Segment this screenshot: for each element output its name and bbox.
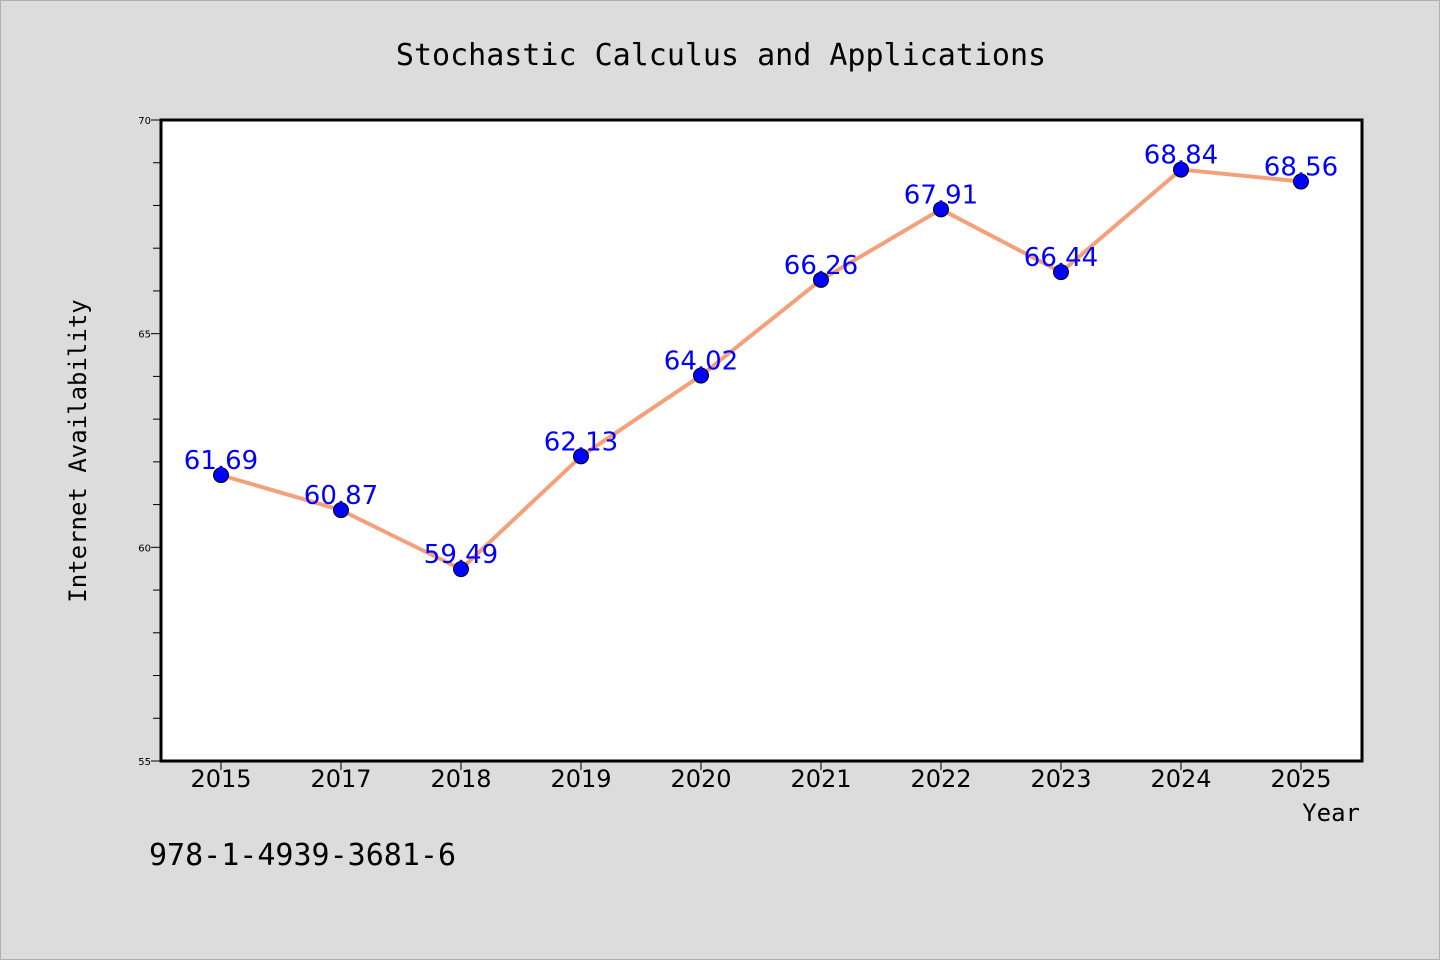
x-tick-label: 2024	[1150, 765, 1211, 793]
series-line	[220, 167, 1302, 572]
data-label: 59.49	[424, 540, 498, 570]
x-axis-label: Year	[1302, 799, 1360, 827]
data-point	[813, 271, 829, 288]
data-label: 68.84	[1144, 141, 1218, 171]
data-label: 64.02	[664, 347, 738, 377]
data-point	[1053, 264, 1069, 281]
data-point	[333, 502, 349, 519]
x-tick-label: 2022	[910, 765, 971, 793]
data-point	[1173, 161, 1189, 178]
x-axis-ticks: 2015 2017 2018 2019 2020 2021 2022 2023 2024 2025	[190, 761, 1332, 793]
x-tick-label: 2017	[310, 765, 371, 793]
data-label: 67.91	[904, 180, 978, 210]
x-tick-label: 2020	[670, 765, 731, 793]
x-tick-label: 2018	[430, 765, 491, 793]
data-point	[693, 367, 709, 384]
data-point	[1293, 173, 1309, 190]
x-tick-label: 2025	[1270, 765, 1331, 793]
x-tick-label: 2023	[1030, 765, 1091, 793]
x-tick-label: 2015	[190, 765, 251, 793]
y-axis-label: Internet Availability	[64, 299, 92, 602]
data-label: 66.26	[784, 251, 858, 281]
y-tick-label: 55	[138, 757, 151, 768]
isbn-text: 978-1-4939-3681-6	[149, 838, 456, 873]
y-tick-label: 65	[138, 330, 151, 341]
x-tick-label: 2019	[550, 765, 611, 793]
data-label: 68.56	[1264, 153, 1338, 183]
data-label: 60.87	[304, 481, 378, 511]
data-point	[933, 201, 949, 218]
x-tick-label: 2021	[790, 765, 851, 793]
y-axis-ticks: 55 60 65 70	[138, 116, 161, 768]
data-point	[453, 561, 469, 578]
y-tick-label: 70	[138, 116, 151, 127]
plot-area	[159, 118, 1364, 763]
data-label: 61.69	[184, 446, 258, 476]
data-point	[213, 467, 229, 484]
data-label: 66.44	[1024, 243, 1098, 273]
data-point	[573, 448, 589, 465]
series-layer: 61.69 60.87 59.49 62.13 64.02 66.26 67.91 66.44…	[184, 141, 1338, 578]
y-tick-label: 60	[138, 543, 151, 554]
chart-title: Stochastic Calculus and Applications	[396, 38, 1046, 73]
data-label: 62.13	[544, 427, 618, 457]
